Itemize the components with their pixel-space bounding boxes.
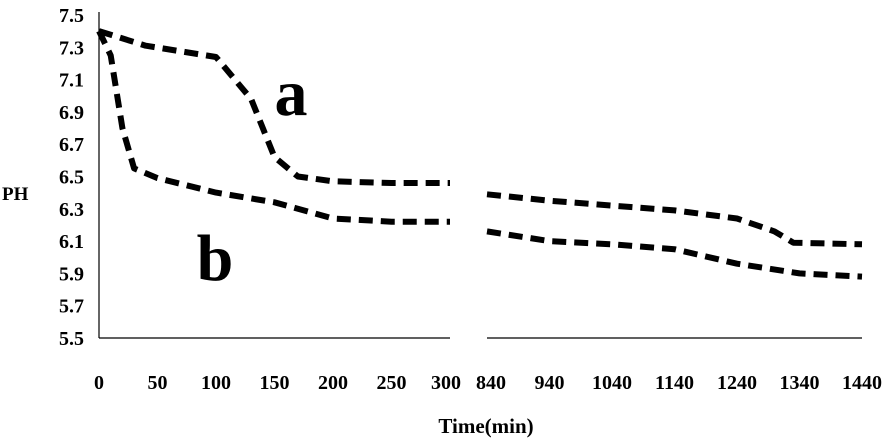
x-tick-label: 840 — [476, 372, 506, 394]
series-label-a: a — [275, 57, 308, 130]
series-labels: ab — [197, 57, 308, 295]
y-tick-label: 5.9 — [59, 263, 84, 285]
y-tick-label: 6.9 — [59, 102, 84, 124]
series-a-line-part-2 — [486, 191, 863, 248]
x-tick-label: 200 — [318, 372, 348, 394]
x-tick-label: 100 — [201, 372, 231, 394]
y-axis-label: PH — [2, 184, 29, 205]
x-tick-label: 50 — [148, 372, 168, 394]
axes — [98, 12, 862, 339]
x-tick-label: 1040 — [592, 372, 632, 394]
series-b-line-part-2 — [486, 228, 863, 280]
x-tick-label: 0 — [94, 372, 104, 394]
y-tick-label: 7.1 — [59, 70, 84, 92]
series-label-b: b — [197, 222, 234, 295]
x-tick-label: 1140 — [655, 372, 694, 394]
x-tick-label: 1240 — [717, 372, 757, 394]
x-axis-label: Time(min) — [438, 414, 533, 438]
y-tick-label: 6.1 — [59, 231, 84, 253]
y-tick-label: 6.7 — [59, 134, 84, 156]
series-b-line-part-1 — [96, 29, 450, 225]
x-tick-label: 1440 — [842, 372, 882, 394]
y-tick-label: 7.3 — [59, 37, 84, 59]
y-tick-label: 6.3 — [59, 199, 84, 221]
x-tick-label: 940 — [535, 372, 565, 394]
x-tick-labels: 0 50 100 150 200 250 300 840 940 1040 1140 1240 1340… — [94, 372, 882, 394]
series-lines — [96, 28, 863, 280]
y-tick-label: 7.5 — [59, 5, 84, 27]
y-tick-labels: 7.5 7.3 7.1 6.9 6.7 6.5 6.3 6.1 5.9 5.7 5.5 — [59, 5, 84, 350]
x-tick-label: 1340 — [780, 372, 820, 394]
x-tick-label: 250 — [377, 372, 407, 394]
y-tick-label: 5.7 — [59, 296, 84, 318]
x-tick-label: 150 — [260, 372, 290, 394]
x-tick-label: 300 — [431, 372, 461, 394]
series-a-line-part-1 — [98, 28, 450, 186]
y-tick-label: 5.5 — [59, 328, 84, 350]
y-tick-label: 6.5 — [59, 167, 84, 189]
